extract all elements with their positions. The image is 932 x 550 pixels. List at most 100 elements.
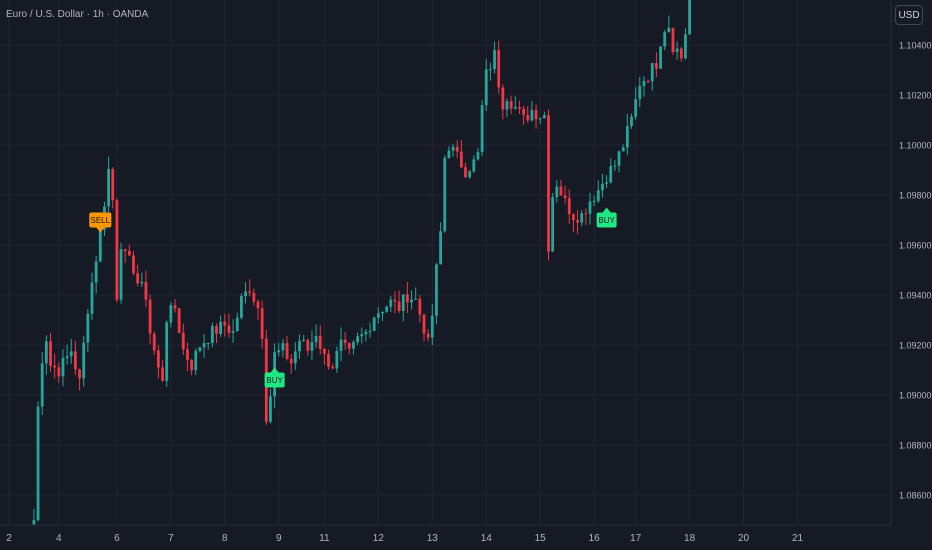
candle-body [563, 195, 567, 199]
candle-body [464, 167, 467, 178]
candle-body [40, 363, 44, 407]
chart-title: Euro / U.S. Dollar · 1h · OANDA [6, 9, 149, 20]
candle-body [327, 353, 330, 367]
candle-body [534, 110, 538, 120]
candle-body [277, 350, 281, 353]
time-tick-label: 6 [114, 533, 120, 544]
candle-body [376, 313, 380, 318]
candle-body [663, 32, 667, 47]
candle-body [53, 365, 57, 368]
candle-body [588, 201, 592, 214]
candle-body [293, 351, 297, 364]
time-tick-label: 14 [481, 533, 493, 544]
candle-body [231, 330, 235, 333]
price-tick-label: 1.09200 [899, 341, 932, 351]
candle-body [385, 306, 389, 312]
candle-body [119, 249, 123, 300]
candle-body [393, 299, 397, 302]
candle-body [397, 301, 401, 311]
candle-body [559, 186, 563, 196]
candle-body [306, 339, 310, 351]
time-tick-label: 7 [168, 533, 174, 544]
candle-body [667, 27, 671, 33]
candle-body [223, 321, 227, 326]
candle-body [418, 298, 422, 315]
price-tick-label: 1.09600 [899, 241, 932, 251]
candle-body [260, 308, 264, 339]
candle-body [57, 367, 61, 377]
candle-body [650, 63, 654, 82]
candle-body [244, 291, 247, 297]
candle-body [198, 347, 202, 351]
candle-body [240, 296, 243, 318]
candle-body [634, 99, 638, 117]
candle-body [526, 114, 530, 121]
candle-body [335, 351, 339, 369]
candle-body [538, 118, 542, 120]
candle-body [194, 350, 198, 371]
signal-markers: SELL BUY BUY [89, 207, 617, 388]
currency-button[interactable]: USD [895, 5, 923, 25]
candle-body [426, 333, 430, 338]
time-axis-panel [0, 525, 932, 550]
candle-body [501, 87, 505, 110]
price-tick-label: 1.09800 [899, 191, 932, 201]
candle-body [493, 50, 496, 70]
time-tick-label: 16 [589, 533, 601, 544]
candle-body [497, 50, 501, 88]
candle-body [318, 336, 322, 349]
candle-body [74, 351, 77, 370]
candle-body [625, 126, 629, 148]
candle-body [78, 369, 81, 379]
candle-body [638, 85, 642, 100]
candle-body [152, 333, 156, 351]
candle-body [675, 48, 679, 53]
time-tick-label: 15 [535, 533, 547, 544]
candle-body [165, 322, 169, 381]
candle-body [671, 27, 675, 53]
candle-body [256, 301, 260, 309]
candle-body [642, 80, 646, 86]
candle-body [356, 336, 359, 343]
candle-body [592, 200, 596, 202]
candle-body [613, 165, 617, 167]
candle-body [323, 348, 326, 354]
candle-body [206, 342, 210, 344]
candle-body [368, 330, 372, 332]
candle-body [298, 340, 301, 352]
candle-body [509, 101, 513, 109]
candle-body [248, 291, 252, 293]
candle-body [98, 229, 102, 262]
candle-body [44, 341, 48, 364]
candle-body [684, 34, 687, 59]
candle-body [127, 250, 131, 256]
candle-body [410, 299, 413, 303]
candle-body [49, 341, 52, 366]
time-tick-label: 18 [684, 533, 696, 544]
candle-body [505, 101, 509, 110]
candle-body [542, 115, 546, 119]
candle-body [435, 264, 438, 316]
candle-body [522, 108, 525, 115]
time-tick-label: 2 [6, 533, 12, 544]
candle-body [688, 0, 691, 35]
candle-body [513, 106, 517, 109]
candle-body [32, 520, 36, 526]
candle-body [360, 334, 364, 337]
price-axis-panel [891, 0, 932, 550]
candle-body [443, 157, 447, 232]
price-tick-label: 1.08800 [899, 441, 932, 451]
candle-body [596, 190, 600, 201]
candle-body [572, 214, 575, 221]
candle-body [584, 213, 588, 215]
buy-signal-box [264, 372, 285, 388]
candle-body [617, 151, 621, 166]
candle-body [621, 147, 625, 152]
price-tick-label: 1.09400 [899, 291, 932, 301]
candle-body [281, 343, 285, 351]
candle-body [406, 294, 409, 303]
candle-body [252, 292, 256, 302]
candle-body [580, 213, 584, 223]
candle-body [439, 231, 442, 265]
